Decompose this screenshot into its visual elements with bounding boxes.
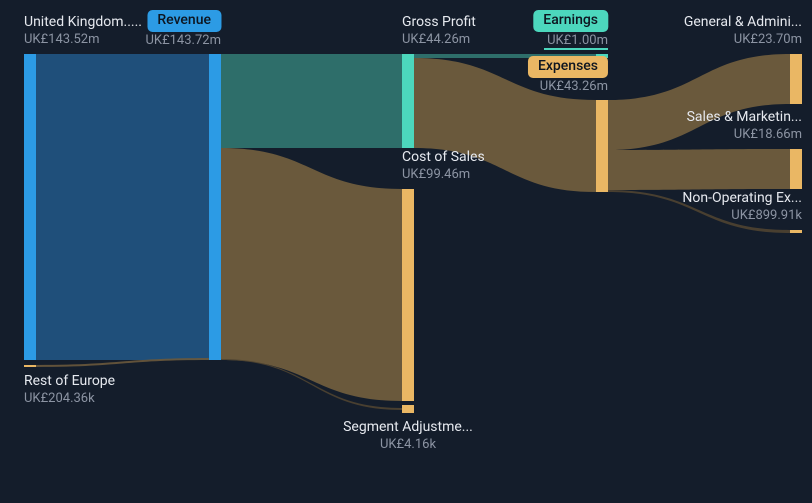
title-sm: Sales & Marketin... (687, 109, 802, 127)
label-uk: United Kingdom.....UK£143.52m (24, 14, 142, 48)
value-nonop: UK£899.91k (682, 208, 802, 224)
label-segadj: Segment Adjustme...UK£4.16k (343, 419, 473, 453)
value-uk: UK£143.52m (24, 32, 142, 48)
value-segadj: UK£4.16k (343, 437, 473, 453)
pill-expenses: Expenses (528, 56, 608, 78)
label-revenue: RevenueUK£143.72m (145, 10, 221, 49)
value-ga: UK£23.70m (684, 32, 802, 48)
label-roe: Rest of EuropeUK£204.36k (24, 373, 115, 407)
value-sm: UK£18.66m (687, 127, 802, 143)
label-expenses: ExpensesUK£43.26m (528, 56, 608, 95)
labels-layer: United Kingdom.....UK£143.52m Rest of Eur… (0, 0, 812, 503)
value-cos: UK£99.46m (402, 167, 485, 183)
underline-earnings (544, 48, 608, 50)
title-nonop: Non-Operating Ex... (682, 190, 802, 208)
title-gprofit: Gross Profit (402, 14, 476, 32)
title-uk: United Kingdom..... (24, 14, 142, 32)
label-nonop: Non-Operating Ex...UK£899.91k (682, 190, 802, 224)
title-segadj: Segment Adjustme... (343, 419, 473, 437)
value-roe: UK£204.36k (24, 391, 115, 407)
label-sm: Sales & Marketin...UK£18.66m (687, 109, 802, 143)
pill-earnings: Earnings (533, 10, 608, 32)
title-cos: Cost of Sales (402, 149, 485, 167)
value-revenue: UK£143.72m (145, 33, 221, 48)
label-ga: General & Admini...UK£23.70m (684, 14, 802, 48)
value-earnings: UK£1.00m (547, 33, 608, 48)
label-cos: Cost of SalesUK£99.46m (402, 149, 485, 183)
pill-revenue: Revenue (147, 10, 221, 32)
value-gprofit: UK£44.26m (402, 32, 476, 48)
title-roe: Rest of Europe (24, 373, 115, 391)
value-expenses: UK£43.26m (540, 79, 608, 94)
label-gprofit: Gross ProfitUK£44.26m (402, 14, 476, 48)
title-ga: General & Admini... (684, 14, 802, 32)
label-earnings: EarningsUK£1.00m (533, 10, 608, 49)
